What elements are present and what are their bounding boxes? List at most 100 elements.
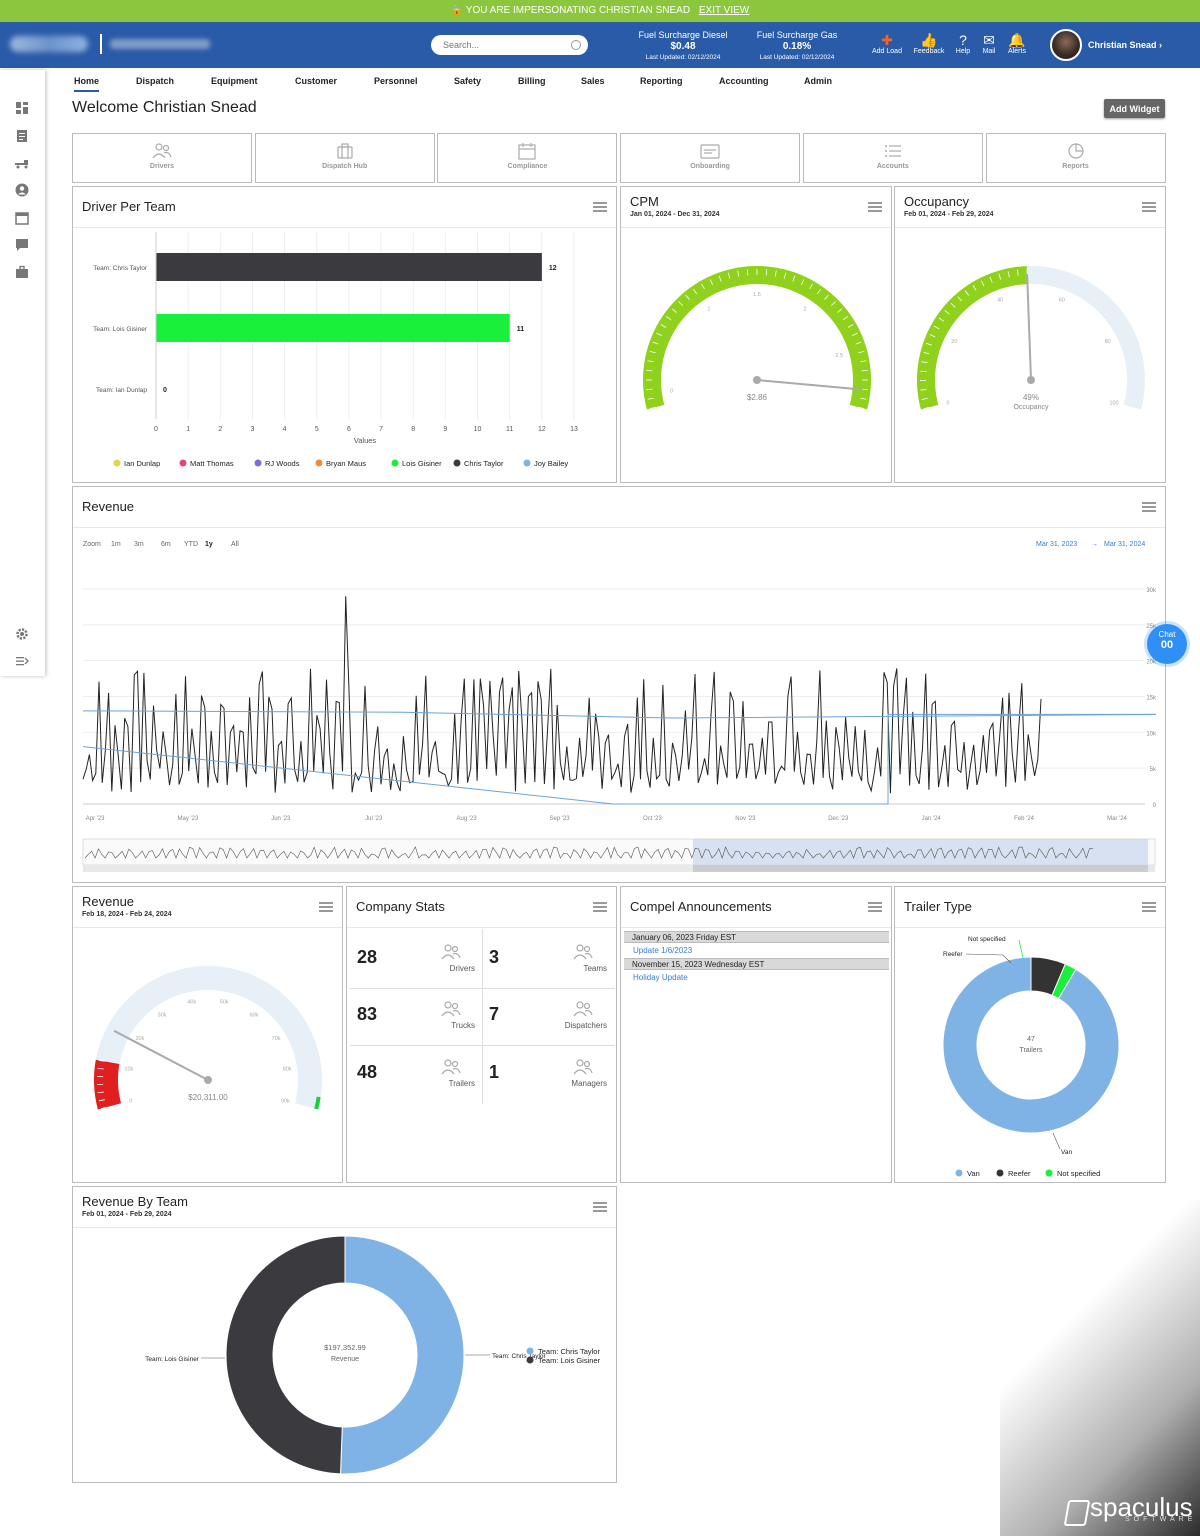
panel-menu-icon[interactable] bbox=[1142, 902, 1156, 912]
legend-marker[interactable] bbox=[526, 1356, 534, 1364]
legend-label[interactable]: Lois Gisiner bbox=[402, 459, 442, 468]
legend-marker[interactable] bbox=[391, 459, 399, 467]
dashboard-icon[interactable] bbox=[14, 100, 30, 116]
quick-card-reports[interactable]: Reports bbox=[985, 133, 1166, 183]
navigator-selection[interactable] bbox=[693, 839, 1148, 865]
quick-card-onboarding[interactable]: Onboarding bbox=[620, 133, 801, 183]
panel-menu-icon[interactable] bbox=[1142, 202, 1156, 212]
search-icon[interactable] bbox=[571, 40, 581, 50]
announcement-link[interactable]: Update 1/6/2023 bbox=[633, 946, 693, 955]
legend-marker[interactable] bbox=[523, 459, 531, 467]
panel-menu-icon[interactable] bbox=[1142, 502, 1156, 512]
revenue-series-line[interactable] bbox=[82, 596, 1042, 794]
exit-view-link[interactable]: EXIT VIEW bbox=[698, 5, 750, 16]
nav-tab-home[interactable]: Home bbox=[74, 76, 100, 92]
average-series-line[interactable] bbox=[82, 710, 1157, 719]
panel-menu-icon[interactable] bbox=[593, 202, 607, 212]
document-icon[interactable] bbox=[14, 128, 30, 144]
legend-label[interactable]: Team: Lois Gisiner bbox=[538, 1356, 601, 1365]
legend-marker[interactable] bbox=[526, 1347, 534, 1355]
legend-label[interactable]: Van bbox=[967, 1169, 980, 1178]
gear-icon[interactable] bbox=[14, 626, 30, 642]
quick-card-compliance[interactable]: Compliance bbox=[437, 133, 618, 183]
pie-slice-team-lois-gisiner[interactable] bbox=[225, 1235, 346, 1475]
legend-label[interactable]: RJ Woods bbox=[265, 459, 300, 468]
bar[interactable] bbox=[156, 253, 542, 281]
legend-marker[interactable] bbox=[113, 459, 121, 467]
nav-tab-safety[interactable]: Safety bbox=[454, 76, 482, 86]
trend-series-line[interactable] bbox=[82, 713, 1156, 805]
zoom-all-button[interactable]: All bbox=[231, 541, 239, 548]
alerts-button[interactable]: 🔔 Alerts bbox=[997, 32, 1037, 55]
pie-slice-not-specified[interactable] bbox=[1051, 963, 1077, 1000]
nav-tab-customer[interactable]: Customer bbox=[295, 76, 338, 86]
quick-card-accounts[interactable]: Accounts bbox=[802, 133, 983, 183]
nav-tab-admin[interactable]: Admin bbox=[804, 76, 832, 86]
x-tick-label: 9 bbox=[443, 426, 447, 433]
nav-tab-reporting[interactable]: Reporting bbox=[640, 76, 683, 86]
feedback-button[interactable]: 👍 Feedback bbox=[909, 32, 949, 55]
user-menu[interactable]: Christian Snead › bbox=[1088, 40, 1163, 50]
nav-tab-billing[interactable]: Billing bbox=[518, 76, 546, 86]
nav-tab-equipment[interactable]: Equipment bbox=[211, 76, 258, 86]
calendar-icon[interactable] bbox=[14, 210, 30, 226]
bar[interactable] bbox=[156, 314, 510, 342]
navigator-scrollbar-thumb[interactable] bbox=[693, 865, 1148, 872]
legend-label[interactable]: Not specified bbox=[1057, 1169, 1100, 1178]
add-load-button[interactable]: ✚ Add Load bbox=[867, 32, 907, 55]
nav-tab-accounting[interactable]: Accounting bbox=[719, 76, 769, 86]
zoom-3m-button[interactable]: 3m bbox=[134, 541, 144, 548]
nav-tab-personnel[interactable]: Personnel bbox=[374, 76, 418, 86]
legend-label[interactable]: Ian Dunlap bbox=[124, 459, 160, 468]
quick-card-drivers[interactable]: Drivers bbox=[72, 133, 252, 183]
mail-button[interactable]: ✉ Mail bbox=[969, 32, 1009, 55]
legend-marker[interactable] bbox=[315, 459, 323, 467]
legend-marker[interactable] bbox=[179, 459, 187, 467]
navigator-scrollbar[interactable] bbox=[83, 865, 1155, 872]
range-from[interactable]: Mar 31, 2023 bbox=[1036, 541, 1077, 548]
legend-label[interactable]: Chris Taylor bbox=[464, 459, 504, 468]
help-button[interactable]: ? Help bbox=[943, 32, 983, 55]
legend-marker[interactable] bbox=[955, 1169, 963, 1177]
zoom-6m-button[interactable]: 6m bbox=[161, 541, 171, 548]
chat-bubble-icon[interactable] bbox=[14, 237, 30, 253]
add-widget-button[interactable]: Add Widget bbox=[1104, 99, 1165, 118]
pie-slice-team-chris-taylor[interactable] bbox=[339, 1235, 465, 1475]
legend-label[interactable]: Team: Chris Taylor bbox=[538, 1347, 600, 1356]
briefcase-icon[interactable] bbox=[14, 264, 30, 280]
zoom-1m-button[interactable]: 1m bbox=[111, 541, 121, 548]
legend-label[interactable]: Reefer bbox=[1008, 1169, 1031, 1178]
legend-marker[interactable] bbox=[254, 459, 262, 467]
nav-tab-dispatch[interactable]: Dispatch bbox=[136, 76, 175, 86]
legend-label[interactable]: Matt Thomas bbox=[190, 459, 234, 468]
panel-menu-icon[interactable] bbox=[868, 902, 882, 912]
zoom-1y-button[interactable]: 1y bbox=[205, 541, 213, 548]
nav-tab-sales[interactable]: Sales bbox=[581, 76, 605, 86]
legend-marker[interactable] bbox=[996, 1169, 1004, 1177]
gauge-tick bbox=[809, 283, 813, 290]
pie-slice-van[interactable] bbox=[942, 956, 1120, 1134]
collapse-menu-icon[interactable] bbox=[14, 653, 30, 669]
legend-marker[interactable] bbox=[453, 459, 461, 467]
panel-menu-icon[interactable] bbox=[868, 202, 882, 212]
legend-label[interactable]: Bryan Maus bbox=[326, 459, 366, 468]
gauge-tick-label: 60 bbox=[1059, 298, 1065, 304]
announcement-link[interactable]: Holiday Update bbox=[633, 973, 688, 982]
panel-menu-icon[interactable] bbox=[593, 902, 607, 912]
truck-icon[interactable] bbox=[14, 155, 30, 171]
chat-button[interactable]: Chat 00 bbox=[1147, 624, 1187, 664]
quick-card-dispatch-hub[interactable]: Dispatch Hub bbox=[254, 133, 435, 183]
legend-marker[interactable] bbox=[1045, 1169, 1053, 1177]
zoom-ytd-button[interactable]: YTD bbox=[184, 541, 198, 548]
legend-label[interactable]: Joy Bailey bbox=[534, 459, 568, 468]
range-to[interactable]: Mar 31, 2024 bbox=[1104, 541, 1145, 548]
search-input[interactable] bbox=[431, 35, 588, 55]
company-logo[interactable] bbox=[10, 36, 88, 52]
company-name bbox=[110, 39, 210, 49]
user-avatar[interactable] bbox=[1050, 29, 1082, 61]
user-circle-icon[interactable] bbox=[14, 182, 30, 198]
panel-menu-icon[interactable] bbox=[319, 902, 333, 912]
panel-menu-icon[interactable] bbox=[593, 1202, 607, 1212]
thumbs-up-icon: 👍 bbox=[920, 32, 938, 48]
